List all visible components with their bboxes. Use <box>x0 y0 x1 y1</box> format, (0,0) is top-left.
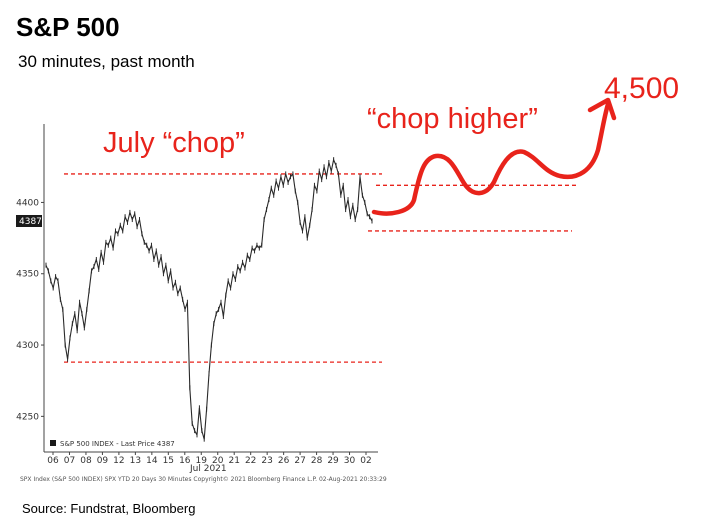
x-tick-label: 07 <box>64 456 75 466</box>
x-tick-label: 02 <box>360 456 371 466</box>
price-series <box>45 157 373 442</box>
x-tick-label: 29 <box>327 456 339 466</box>
x-tick-label: 21 <box>228 456 239 466</box>
x-tick-label: 12 <box>113 456 124 466</box>
legend-label: S&P 500 INDEX - Last Price 4387 <box>60 440 175 448</box>
last-price-tag: 4387 <box>16 215 42 227</box>
x-tick-label: 06 <box>47 456 59 466</box>
x-tick-label: 19 <box>196 456 208 466</box>
x-axis-month-label: Jul 2021 <box>189 464 227 474</box>
x-tick-label: 09 <box>97 456 109 466</box>
reference-lines <box>64 173 578 363</box>
legend-swatch <box>50 440 56 446</box>
bloomberg-footer: SPX Index (S&P 500 INDEX) SPX YTD 20 Day… <box>20 476 387 483</box>
x-tick-label: 08 <box>80 456 92 466</box>
annotation-target: 4,500 <box>604 72 679 105</box>
y-tick-label: 4300 <box>16 341 39 351</box>
series-line <box>45 157 373 440</box>
x-tick-label: 14 <box>146 456 158 466</box>
x-tick-label: 20 <box>212 456 224 466</box>
x-tick-label: 15 <box>163 456 174 466</box>
source-note: Source: Fundstrat, Bloomberg <box>22 501 196 516</box>
last-price-label: 4387 <box>19 217 42 227</box>
chart-title: S&P 500 <box>16 12 120 42</box>
x-tick-label: 26 <box>278 456 290 466</box>
x-tick-label: 28 <box>311 456 323 466</box>
chart-subtitle: 30 minutes, past month <box>18 52 195 71</box>
annotation-chop-higher: “chop higher” <box>367 103 538 135</box>
projection-squiggle <box>371 101 611 216</box>
y-axis-ticks: 4250 4300 4350 4400 <box>16 198 44 422</box>
projection-arrowhead <box>587 97 617 121</box>
y-tick-label: 4400 <box>16 198 39 208</box>
annotation-july-chop: July “chop” <box>103 127 245 159</box>
x-tick-label: 16 <box>179 456 191 466</box>
y-tick-label: 4250 <box>16 412 39 422</box>
y-tick-label: 4350 <box>16 270 39 280</box>
x-tick-label: 13 <box>130 456 141 466</box>
x-tick-label: 27 <box>294 456 305 466</box>
x-axis-ticks: 06 07 08 09 12 13 14 15 16 19 20 21 22 23 26 27 28 29 30 02 <box>47 452 372 466</box>
x-tick-label: 22 <box>245 456 256 466</box>
x-tick-label: 30 <box>344 456 356 466</box>
x-tick-label: 23 <box>261 456 272 466</box>
chart-legend: S&P 500 INDEX - Last Price 4387 <box>50 440 175 448</box>
